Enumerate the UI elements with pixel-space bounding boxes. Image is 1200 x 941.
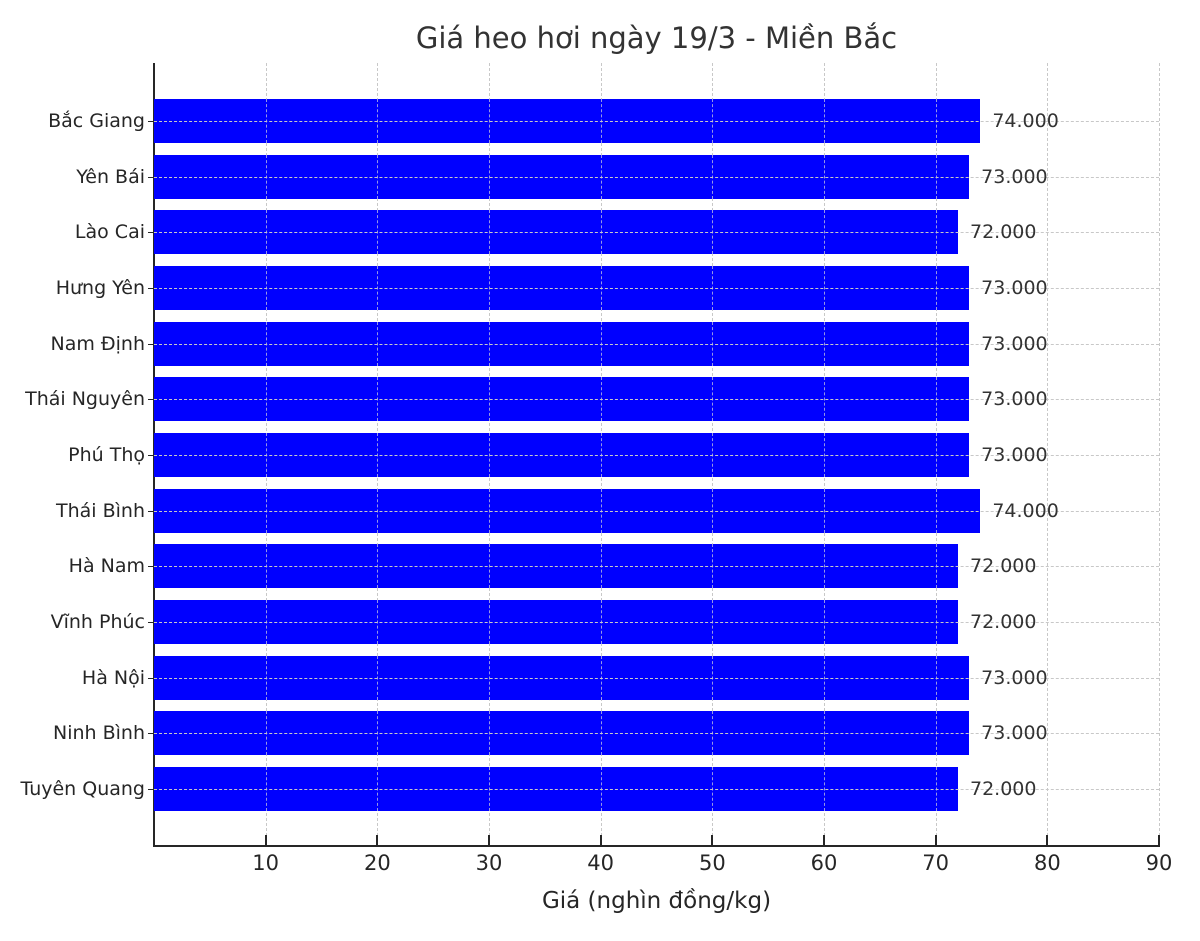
bar-value-label: 73.000 [981, 165, 1048, 188]
y-tick-mark [148, 232, 154, 234]
y-category-label: Hà Nam [68, 555, 145, 578]
horizontal-gridline [154, 288, 1159, 289]
horizontal-gridline [154, 733, 1159, 735]
vertical-gridline [1159, 63, 1160, 846]
x-tick-label: 30 [475, 851, 503, 875]
horizontal-gridline [154, 455, 1159, 457]
x-tick-label: 20 [363, 851, 391, 875]
y-tick-mark [148, 789, 154, 791]
x-tick-label: 70 [922, 851, 950, 875]
bar-value-label: 72.000 [970, 221, 1037, 244]
y-tick-mark [148, 566, 154, 568]
y-tick-mark [148, 121, 154, 122]
vertical-gridline [1047, 63, 1049, 846]
chart-title: Giá heo hơi ngày 19/3 - Miền Bắc [415, 21, 898, 55]
y-category-label: Tuyên Quang [20, 778, 145, 801]
y-tick-mark [148, 510, 154, 512]
x-tick-mark [376, 835, 379, 846]
y-category-label: Lào Cai [74, 221, 145, 244]
x-axis-label: Giá (nghìn đồng/kg) [541, 888, 772, 914]
y-tick-mark [148, 455, 154, 457]
bar-value-label: 74.000 [992, 499, 1059, 522]
bar-value-label: 73.000 [981, 722, 1048, 745]
horizontal-gridline [154, 232, 1159, 234]
bar-value-label: 72.000 [970, 555, 1037, 578]
x-tick-label: 80 [1033, 851, 1061, 875]
horizontal-gridline [154, 343, 1159, 345]
y-category-label: Nam Định [50, 332, 146, 355]
y-tick-mark [148, 343, 154, 345]
y-tick-mark [148, 176, 154, 178]
y-category-label: Bắc Giang [48, 110, 145, 132]
bar-value-label: 73.000 [981, 666, 1048, 689]
y-tick-mark [148, 733, 154, 735]
bar-value-label: 73.000 [981, 277, 1048, 299]
y-category-label: Phú Thọ [68, 444, 145, 467]
horizontal-gridline [154, 510, 1159, 512]
y-category-label: Vĩnh Phúc [50, 611, 145, 634]
x-tick-mark [488, 835, 490, 846]
horizontal-gridline [154, 176, 1159, 178]
horizontal-gridline [154, 399, 1159, 401]
x-tick-mark [1158, 835, 1160, 846]
horizontal-gridline [154, 789, 1159, 791]
x-tick-label: 40 [587, 851, 615, 875]
y-tick-mark [148, 622, 154, 624]
x-tick-label: 60 [810, 851, 838, 875]
x-tick-mark [711, 835, 714, 846]
bar-value-label: 74.000 [992, 110, 1059, 132]
y-category-label: Thái Bình [55, 499, 145, 522]
bar-value-label: 73.000 [981, 388, 1048, 411]
y-tick-mark [148, 288, 154, 289]
horizontal-gridline [154, 622, 1159, 624]
horizontal-gridline [154, 121, 1159, 122]
x-tick-mark [1046, 835, 1049, 846]
horizontal-gridline [154, 566, 1159, 568]
y-category-label: Hưng Yên [55, 277, 145, 299]
bar-value-label: 73.000 [981, 332, 1048, 355]
x-tick-mark [599, 835, 602, 846]
plot-area: 74.000 73.000 72.000 73.000 73.000 73.000 73.0… [154, 63, 1160, 846]
y-tick-mark [148, 399, 154, 401]
bar-value-label: 72.000 [970, 778, 1037, 801]
x-tick-mark [934, 835, 937, 846]
bar-value-label: 73.000 [981, 444, 1048, 467]
x-tick-mark [823, 835, 825, 846]
horizontal-gridline [154, 677, 1159, 679]
y-tick-mark [148, 677, 154, 679]
bar-value-label: 72.000 [970, 611, 1037, 634]
x-tick-mark [264, 835, 267, 846]
y-category-label: Hà Nội [81, 666, 145, 689]
x-tick-label: 10 [252, 851, 280, 875]
y-category-label: Ninh Bình [52, 722, 145, 745]
y-category-label: Yên Bái [76, 165, 145, 188]
x-tick-label: 90 [1145, 851, 1173, 875]
x-axis-spine [153, 845, 1160, 847]
y-category-label: Thái Nguyên [25, 388, 145, 411]
x-tick-label: 50 [698, 851, 726, 875]
